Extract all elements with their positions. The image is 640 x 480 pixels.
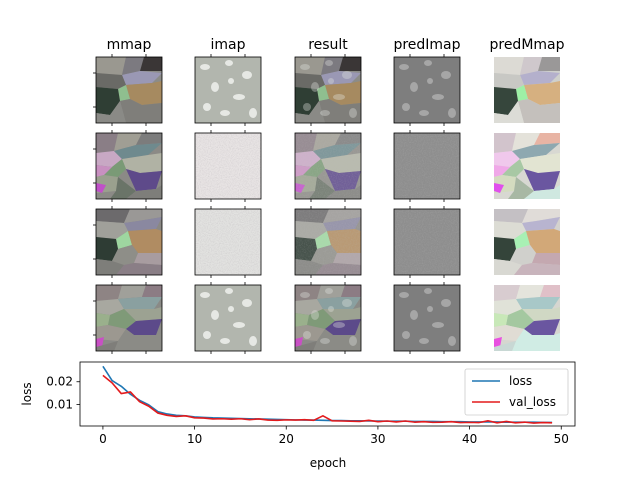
column-title-predmmap: predMmap: [489, 37, 564, 53]
y-axis-ticks: 0.01 0.02: [46, 375, 80, 411]
column-title-imap: imap: [211, 37, 246, 53]
x-axis-ticks: 0 10 20 30 40 50: [99, 426, 569, 446]
y-axis-label: loss: [20, 382, 34, 405]
thumb-result-2: [294, 130, 362, 202]
thumb-result-4: [294, 282, 362, 354]
x-tick-label: 30: [370, 432, 385, 446]
thumb-predmmap-1: [494, 57, 560, 123]
chart-frame: [79, 361, 576, 427]
thumb-result-3: [294, 206, 362, 278]
thumb-predimap-3: [393, 206, 461, 278]
legend-label-loss: loss: [509, 374, 532, 388]
loss-chart: 0 10 20 30 40 50 0.01 0.02 epoch loss loss val…: [20, 361, 576, 470]
chart-lines: [102, 365, 553, 424]
column-title-result: result: [308, 37, 348, 53]
x-axis-label: epoch: [310, 456, 347, 470]
thumb-result-1: [294, 54, 362, 126]
thumb-imap-1: [194, 54, 262, 126]
series-line-val-loss: [102, 374, 553, 424]
y-tick-label: 0.01: [46, 397, 73, 411]
image-grid: [93, 54, 560, 354]
thumb-mmap-4: [93, 282, 163, 354]
thumb-mmap-1: [93, 54, 163, 126]
legend: loss val_loss: [464, 368, 569, 416]
thumb-predimap-2: [393, 130, 461, 202]
thumb-mmap-3: [93, 206, 163, 278]
thumb-imap-3: [194, 206, 262, 278]
thumb-predimap-1: [393, 54, 461, 126]
x-tick-label: 20: [279, 432, 294, 446]
thumb-imap-2: [194, 130, 262, 202]
x-tick-label: 0: [99, 432, 107, 446]
thumb-predimap-4: [393, 282, 461, 354]
column-title-predimap: predImap: [393, 37, 460, 53]
x-tick-label: 50: [554, 432, 569, 446]
y-tick-label: 0.02: [46, 375, 73, 389]
legend-label-val-loss: val_loss: [509, 395, 556, 409]
thumb-imap-4: [194, 282, 262, 354]
thumb-predmmap-2: [494, 133, 560, 199]
thumb-predmmap-4: [494, 285, 560, 351]
thumb-predmmap-3: [494, 209, 560, 275]
column-title-mmap: mmap: [107, 37, 152, 53]
thumb-mmap-2: [93, 130, 163, 202]
x-tick-label: 40: [462, 432, 477, 446]
x-tick-label: 10: [187, 432, 202, 446]
